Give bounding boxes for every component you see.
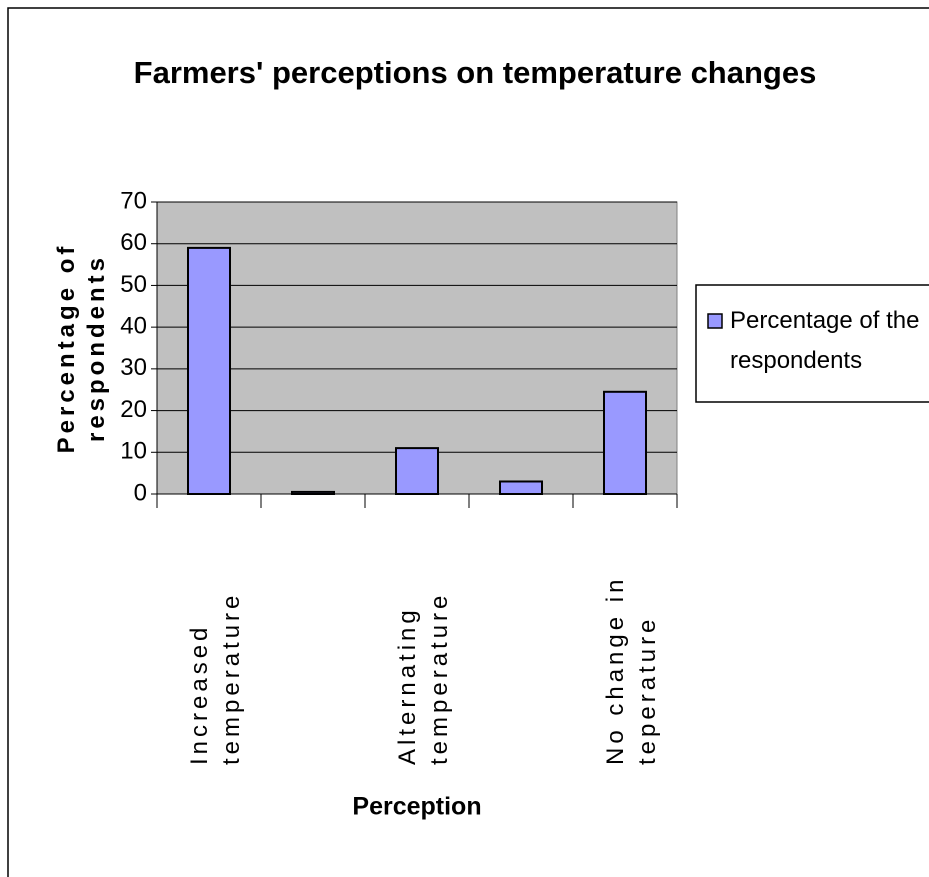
y-axis-title: Percentage of respondents [53,243,110,454]
y-tick-label: 60 [120,229,147,256]
bar [499,480,543,496]
bar [395,447,439,496]
bar [603,390,647,495]
y-tick-label: 0 [134,479,147,506]
x-tick-label: Increased temperature [186,592,245,765]
x-tick-label: No change in teperature [602,576,661,765]
bar [291,490,335,495]
x-axis-title: Perception [352,793,481,821]
y-tick-label: 30 [120,354,147,381]
y-tick-label: 40 [120,312,147,339]
y-tick-label: 50 [120,271,147,298]
legend-label: Percentage of the respondents [730,307,919,374]
legend-box [695,284,929,403]
legend-swatch [707,313,723,329]
chart-title: Farmers' perceptions on temperature chan… [134,55,817,90]
bar [187,246,231,495]
y-tick-label: 10 [120,438,147,465]
y-tick-label: 70 [120,187,147,214]
x-tick-label: Alternating temperature [394,592,453,765]
y-tick-label: 20 [120,396,147,423]
plot-area [156,201,678,495]
